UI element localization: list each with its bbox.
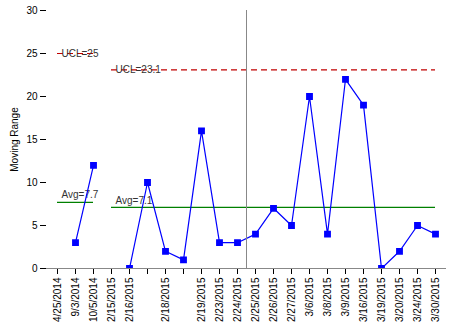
svg-text:Moving Range: Moving Range	[9, 107, 20, 172]
svg-text:3/24/2015: 3/24/2015	[412, 277, 423, 322]
svg-text:3/6/2015: 3/6/2015	[304, 277, 315, 316]
svg-text:2/25/2015: 2/25/2015	[250, 277, 261, 322]
svg-text:10/5/2014: 10/5/2014	[88, 277, 99, 322]
svg-text:20: 20	[26, 91, 38, 102]
svg-text:10: 10	[26, 177, 38, 188]
svg-text:UCL=23.1: UCL=23.1	[116, 64, 162, 75]
svg-text:2/27/2015: 2/27/2015	[286, 277, 297, 322]
svg-text:2/16/2015: 2/16/2015	[124, 277, 135, 322]
svg-text:25: 25	[26, 48, 38, 59]
svg-text:2/18/2015: 2/18/2015	[160, 277, 171, 322]
svg-text:UCL=25: UCL=25	[62, 48, 99, 59]
svg-text:4/25/2014: 4/25/2014	[52, 277, 63, 322]
svg-text:2/23/2015: 2/23/2015	[214, 277, 225, 322]
svg-text:3/8/2015: 3/8/2015	[322, 277, 333, 316]
svg-text:30: 30	[26, 5, 38, 16]
svg-text:3/20/2015: 3/20/2015	[394, 277, 405, 322]
svg-text:2/19/2015: 2/19/2015	[196, 277, 207, 322]
svg-text:2/26/2015: 2/26/2015	[268, 277, 279, 322]
svg-text:5: 5	[32, 220, 38, 231]
svg-text:2/24/2015: 2/24/2015	[232, 277, 243, 322]
svg-text:3/16/2015: 3/16/2015	[358, 277, 369, 322]
svg-text:15: 15	[26, 134, 38, 145]
svg-text:3/19/2015: 3/19/2015	[376, 277, 387, 322]
svg-text:3/30/2015: 3/30/2015	[430, 277, 441, 322]
svg-text:3/9/2015: 3/9/2015	[340, 277, 351, 316]
svg-text:Avg=7.1: Avg=7.1	[116, 195, 153, 206]
svg-text:0: 0	[32, 263, 38, 274]
svg-text:Avg=7.7: Avg=7.7	[62, 189, 99, 200]
svg-text:9/3/2014: 9/3/2014	[70, 277, 81, 316]
svg-text:2/15/2015: 2/15/2015	[106, 277, 117, 322]
